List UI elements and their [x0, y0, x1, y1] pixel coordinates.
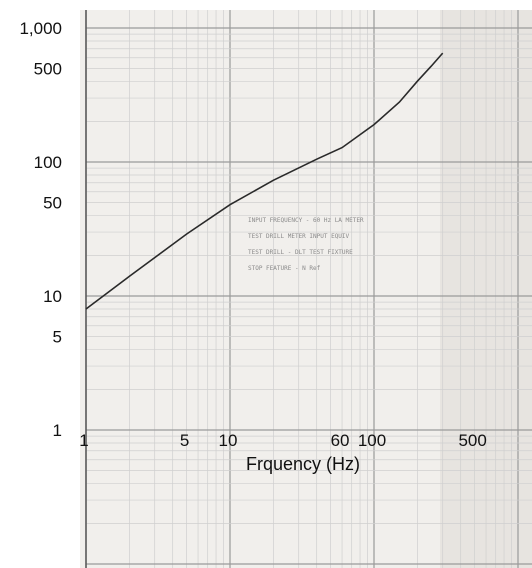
x-tick-label-5: 500 [458, 431, 486, 450]
plot-note-3: STOP FEATURE - N Ref [248, 265, 321, 272]
x-axis-ticks: 1 5 10 60 100 500 [79, 431, 487, 450]
series-line [85, 52, 444, 310]
y-tick-label-1: 5 [53, 327, 62, 346]
x-axis-label: Frquency (Hz) [246, 454, 360, 474]
plot-note-1: TEST DRILL METER INPUT EQUIV [248, 233, 350, 240]
plot-notes: INPUT FREQUENCY - 60 Hz LA METER TEST DRI… [248, 217, 364, 272]
y-tick-label-0: 1 [53, 421, 62, 440]
x-tick-label-1: 5 [180, 431, 189, 450]
y-tick-label-2: 10 [43, 287, 62, 306]
x-tick-label-0: 1 [79, 431, 88, 450]
y-tick-label-4: 100 [34, 153, 62, 172]
y-tick-label-5: 500 [34, 59, 62, 78]
grid [85, 10, 532, 568]
x-tick-label-4: 100 [358, 431, 386, 450]
x-tick-label-2: 10 [219, 431, 238, 450]
x-tick-label-3: 60 [331, 431, 350, 450]
y-tick-label-3: 50 [43, 193, 62, 212]
plot-note-0: INPUT FREQUENCY - 60 Hz LA METER [248, 217, 364, 224]
y-tick-label-6: 1,000 [19, 19, 62, 38]
y-axis-ticks: 1 5 10 50 100 500 1,000 [19, 19, 62, 440]
plot-note-2: TEST DRILL - DLT TEST FIXTURE [248, 249, 353, 256]
